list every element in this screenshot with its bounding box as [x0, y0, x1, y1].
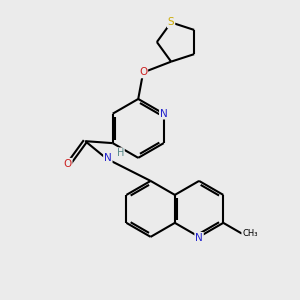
- Text: N: N: [160, 109, 168, 119]
- Text: H: H: [117, 148, 124, 158]
- Text: N: N: [195, 233, 203, 243]
- Text: S: S: [168, 17, 174, 27]
- Text: N: N: [104, 153, 112, 163]
- Text: O: O: [63, 159, 72, 169]
- Text: O: O: [139, 68, 147, 77]
- Text: CH₃: CH₃: [242, 229, 258, 238]
